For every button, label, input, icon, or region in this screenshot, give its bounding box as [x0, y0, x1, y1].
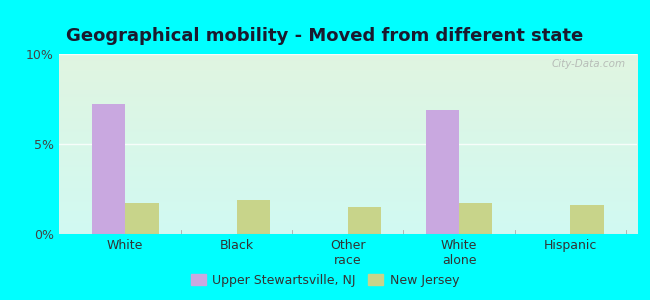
Bar	[92, 104, 125, 234]
Bar	[237, 200, 270, 234]
Text: City-Data.com: City-Data.com	[551, 59, 625, 69]
Bar	[426, 110, 459, 234]
Bar	[348, 207, 381, 234]
Bar	[570, 205, 604, 234]
Text: Geographical mobility - Moved from different state: Geographical mobility - Moved from diffe…	[66, 27, 584, 45]
Bar	[125, 203, 159, 234]
Bar	[459, 203, 493, 234]
Legend: Upper Stewartsville, NJ, New Jersey: Upper Stewartsville, NJ, New Jersey	[187, 270, 463, 291]
